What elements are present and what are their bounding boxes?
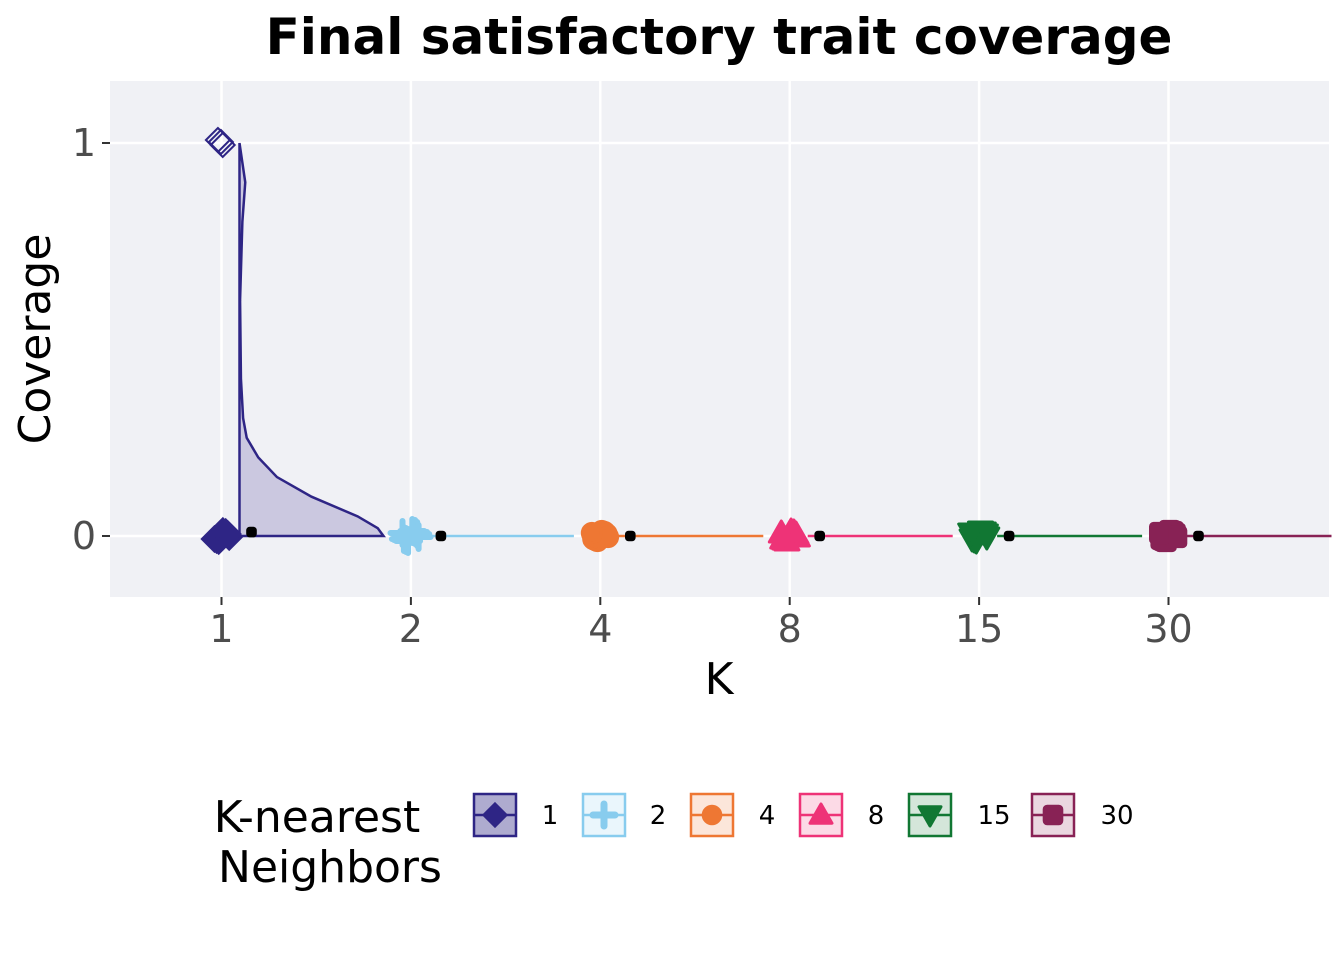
mean-marker bbox=[246, 526, 257, 538]
legend-key-1: 1 bbox=[472, 792, 559, 838]
data-points bbox=[200, 126, 1188, 556]
mean-marker bbox=[814, 530, 826, 542]
mean-marker bbox=[1003, 530, 1015, 542]
data-point bbox=[403, 522, 434, 552]
legend-marker bbox=[481, 801, 509, 829]
legend-title: K-nearest Neighbors bbox=[214, 792, 442, 893]
legend-label: 15 bbox=[977, 801, 1010, 831]
x-axis: 1 2 4 8 15 30 bbox=[209, 597, 1193, 651]
density-cloud bbox=[238, 142, 386, 538]
legend-key-4: 4 bbox=[689, 792, 776, 838]
data-point bbox=[973, 526, 1001, 551]
legend-label: 2 bbox=[650, 801, 667, 831]
legend-label: 8 bbox=[868, 801, 885, 831]
data-point bbox=[387, 518, 418, 548]
data-point bbox=[767, 519, 795, 544]
legend-keys: 1 2 4 8 15 30 bbox=[472, 792, 1134, 838]
mean-marker bbox=[1193, 530, 1204, 542]
legend-swatch bbox=[798, 792, 844, 838]
legend-marker bbox=[1042, 804, 1064, 826]
legend-swatch bbox=[907, 792, 953, 838]
legend-swatch bbox=[689, 792, 735, 838]
legend-key-15: 15 bbox=[907, 792, 1011, 838]
chart-title: Final satisfactory trait coverage bbox=[266, 8, 1173, 66]
x-tick-label: 30 bbox=[1144, 607, 1192, 651]
data-point bbox=[957, 522, 985, 547]
mean-markers bbox=[246, 526, 1204, 542]
legend-label: 1 bbox=[542, 801, 559, 831]
mean-marker bbox=[435, 530, 447, 542]
legend-title-line-1: K-nearest bbox=[214, 792, 420, 843]
legend-marker bbox=[701, 804, 723, 826]
data-point bbox=[1149, 521, 1172, 545]
legend-label: 4 bbox=[759, 801, 776, 831]
y-tick-label: 1 bbox=[72, 121, 96, 165]
legend-label: 30 bbox=[1100, 801, 1133, 831]
data-point bbox=[207, 128, 235, 156]
mean-marker bbox=[625, 530, 636, 542]
data-point bbox=[215, 522, 244, 552]
x-axis-title: K bbox=[705, 654, 735, 705]
data-point bbox=[580, 521, 604, 545]
legend-marker bbox=[589, 800, 619, 830]
legend-marker bbox=[808, 802, 834, 825]
y-axis: 01 bbox=[72, 121, 110, 558]
y-axis-title: Coverage bbox=[10, 234, 61, 445]
legend-key-2: 2 bbox=[581, 792, 667, 838]
legend-marker bbox=[917, 805, 943, 828]
y-tick-label: 0 bbox=[72, 514, 96, 558]
legend-swatch bbox=[1030, 792, 1076, 838]
x-tick-label: 15 bbox=[955, 607, 1003, 651]
legend-key-8: 8 bbox=[798, 792, 885, 838]
legend: K-nearest Neighbors 1 2 4 8 15 30 bbox=[214, 792, 1134, 893]
legend-swatch bbox=[581, 792, 627, 838]
legend-key-30: 30 bbox=[1030, 792, 1134, 838]
legend-title-line-2: Neighbors bbox=[218, 842, 442, 893]
density-clouds bbox=[238, 142, 386, 538]
x-tick-label: 1 bbox=[209, 607, 233, 651]
x-tick-label: 2 bbox=[399, 607, 423, 651]
x-tick-label: 4 bbox=[588, 607, 612, 651]
x-tick-label: 8 bbox=[778, 607, 802, 651]
